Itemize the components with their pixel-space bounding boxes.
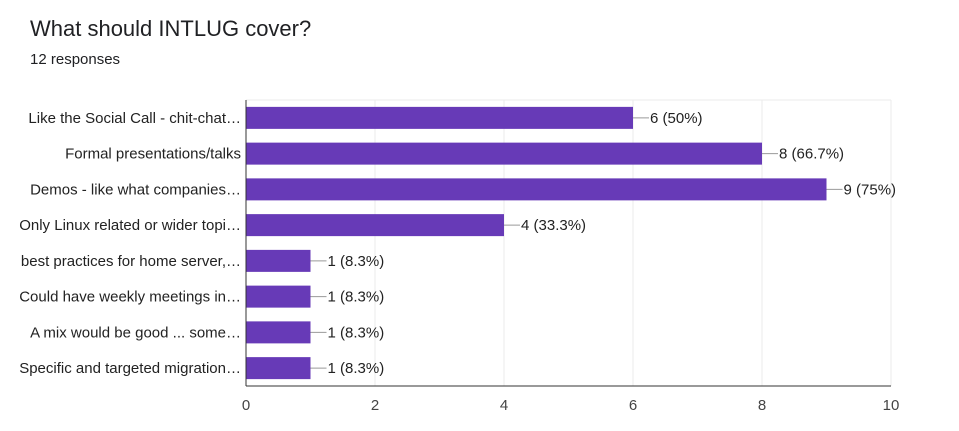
data-label: 1 (8.3%) [328,289,385,306]
chart-title: What should INTLUG cover? [30,16,312,41]
category-label: Specific and targeted migration… [19,360,241,377]
bar-5 [246,285,311,308]
response-count: 12 responses [30,51,121,68]
bar-0 [246,106,633,129]
category-label: A mix would be good ... some… [30,324,241,341]
bar-3 [246,214,504,237]
data-label: 6 (50%) [650,110,703,127]
bar-4 [246,249,311,272]
data-label: 9 (75%) [844,181,897,198]
data-label: 1 (8.3%) [328,253,385,270]
bar-6 [246,321,311,344]
x-tick-label-4: 4 [500,397,508,414]
x-tick-label-2: 2 [371,397,379,414]
data-label: 1 (8.3%) [328,324,385,341]
x-tick-label-6: 6 [629,397,637,414]
bar-2 [246,178,827,201]
bar-7 [246,357,311,380]
category-label: Could have weekly meetings in… [19,289,241,306]
bar-1 [246,142,762,165]
data-label: 8 (66.7%) [779,146,844,163]
category-label: Formal presentations/talks [65,146,241,163]
x-tick-label-8: 8 [758,397,766,414]
category-label: Demos - like what companies… [30,181,241,198]
data-label: 4 (33.3%) [521,217,586,234]
category-label: best practices for home server,… [21,253,241,270]
data-label: 1 (8.3%) [328,360,385,377]
x-tick-label-10: 10 [883,397,900,414]
category-label: Like the Social Call - chit-chat… [28,110,241,127]
x-tick-label-0: 0 [242,397,250,414]
category-label: Only Linux related or wider topi… [19,217,241,234]
